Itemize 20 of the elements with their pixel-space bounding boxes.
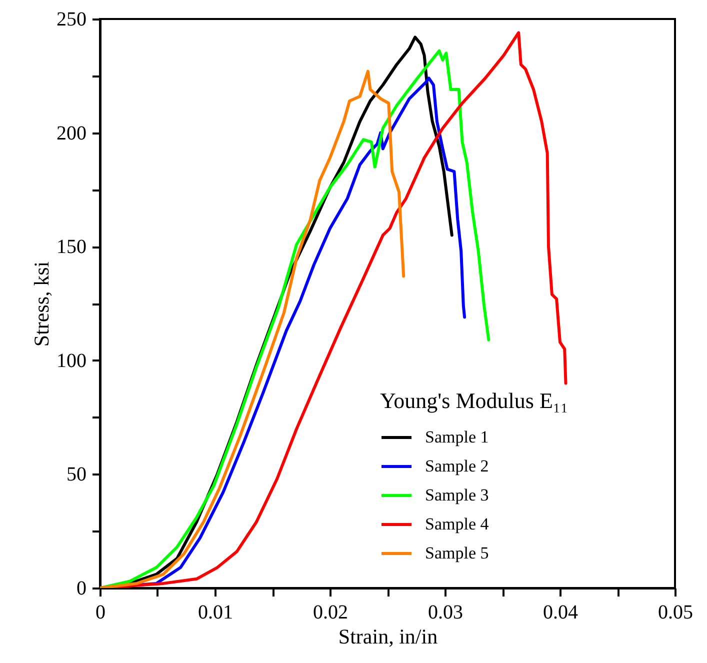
y-tick-label: 0 xyxy=(76,578,86,600)
y-axis-title: Stress, ksi xyxy=(30,261,54,347)
y-tick-label: 100 xyxy=(56,350,86,372)
legend-label: Sample 5 xyxy=(425,544,489,562)
legend-label: Sample 3 xyxy=(425,486,489,504)
x-axis-title: Strain, in/in xyxy=(338,624,438,648)
x-tick-label: 0.02 xyxy=(313,602,348,624)
legend-label: Sample 1 xyxy=(425,428,489,446)
y-tick-label: 50 xyxy=(66,464,86,486)
x-tick-label: 0.01 xyxy=(198,602,233,624)
legend-label: Sample 2 xyxy=(425,456,489,476)
y-tick-label: 200 xyxy=(56,122,86,144)
x-tick-label: 0.05 xyxy=(658,602,693,624)
y-tick-label: 150 xyxy=(56,236,86,258)
legend-label: Sample 4 xyxy=(425,514,490,534)
legend-title: Young's Modulus E₁₁ xyxy=(380,388,568,413)
x-tick-label: 0 xyxy=(96,602,106,624)
x-tick-label: 0.04 xyxy=(543,602,578,624)
y-tick-label: 250 xyxy=(56,8,86,30)
x-tick-label: 0.03 xyxy=(428,602,463,624)
